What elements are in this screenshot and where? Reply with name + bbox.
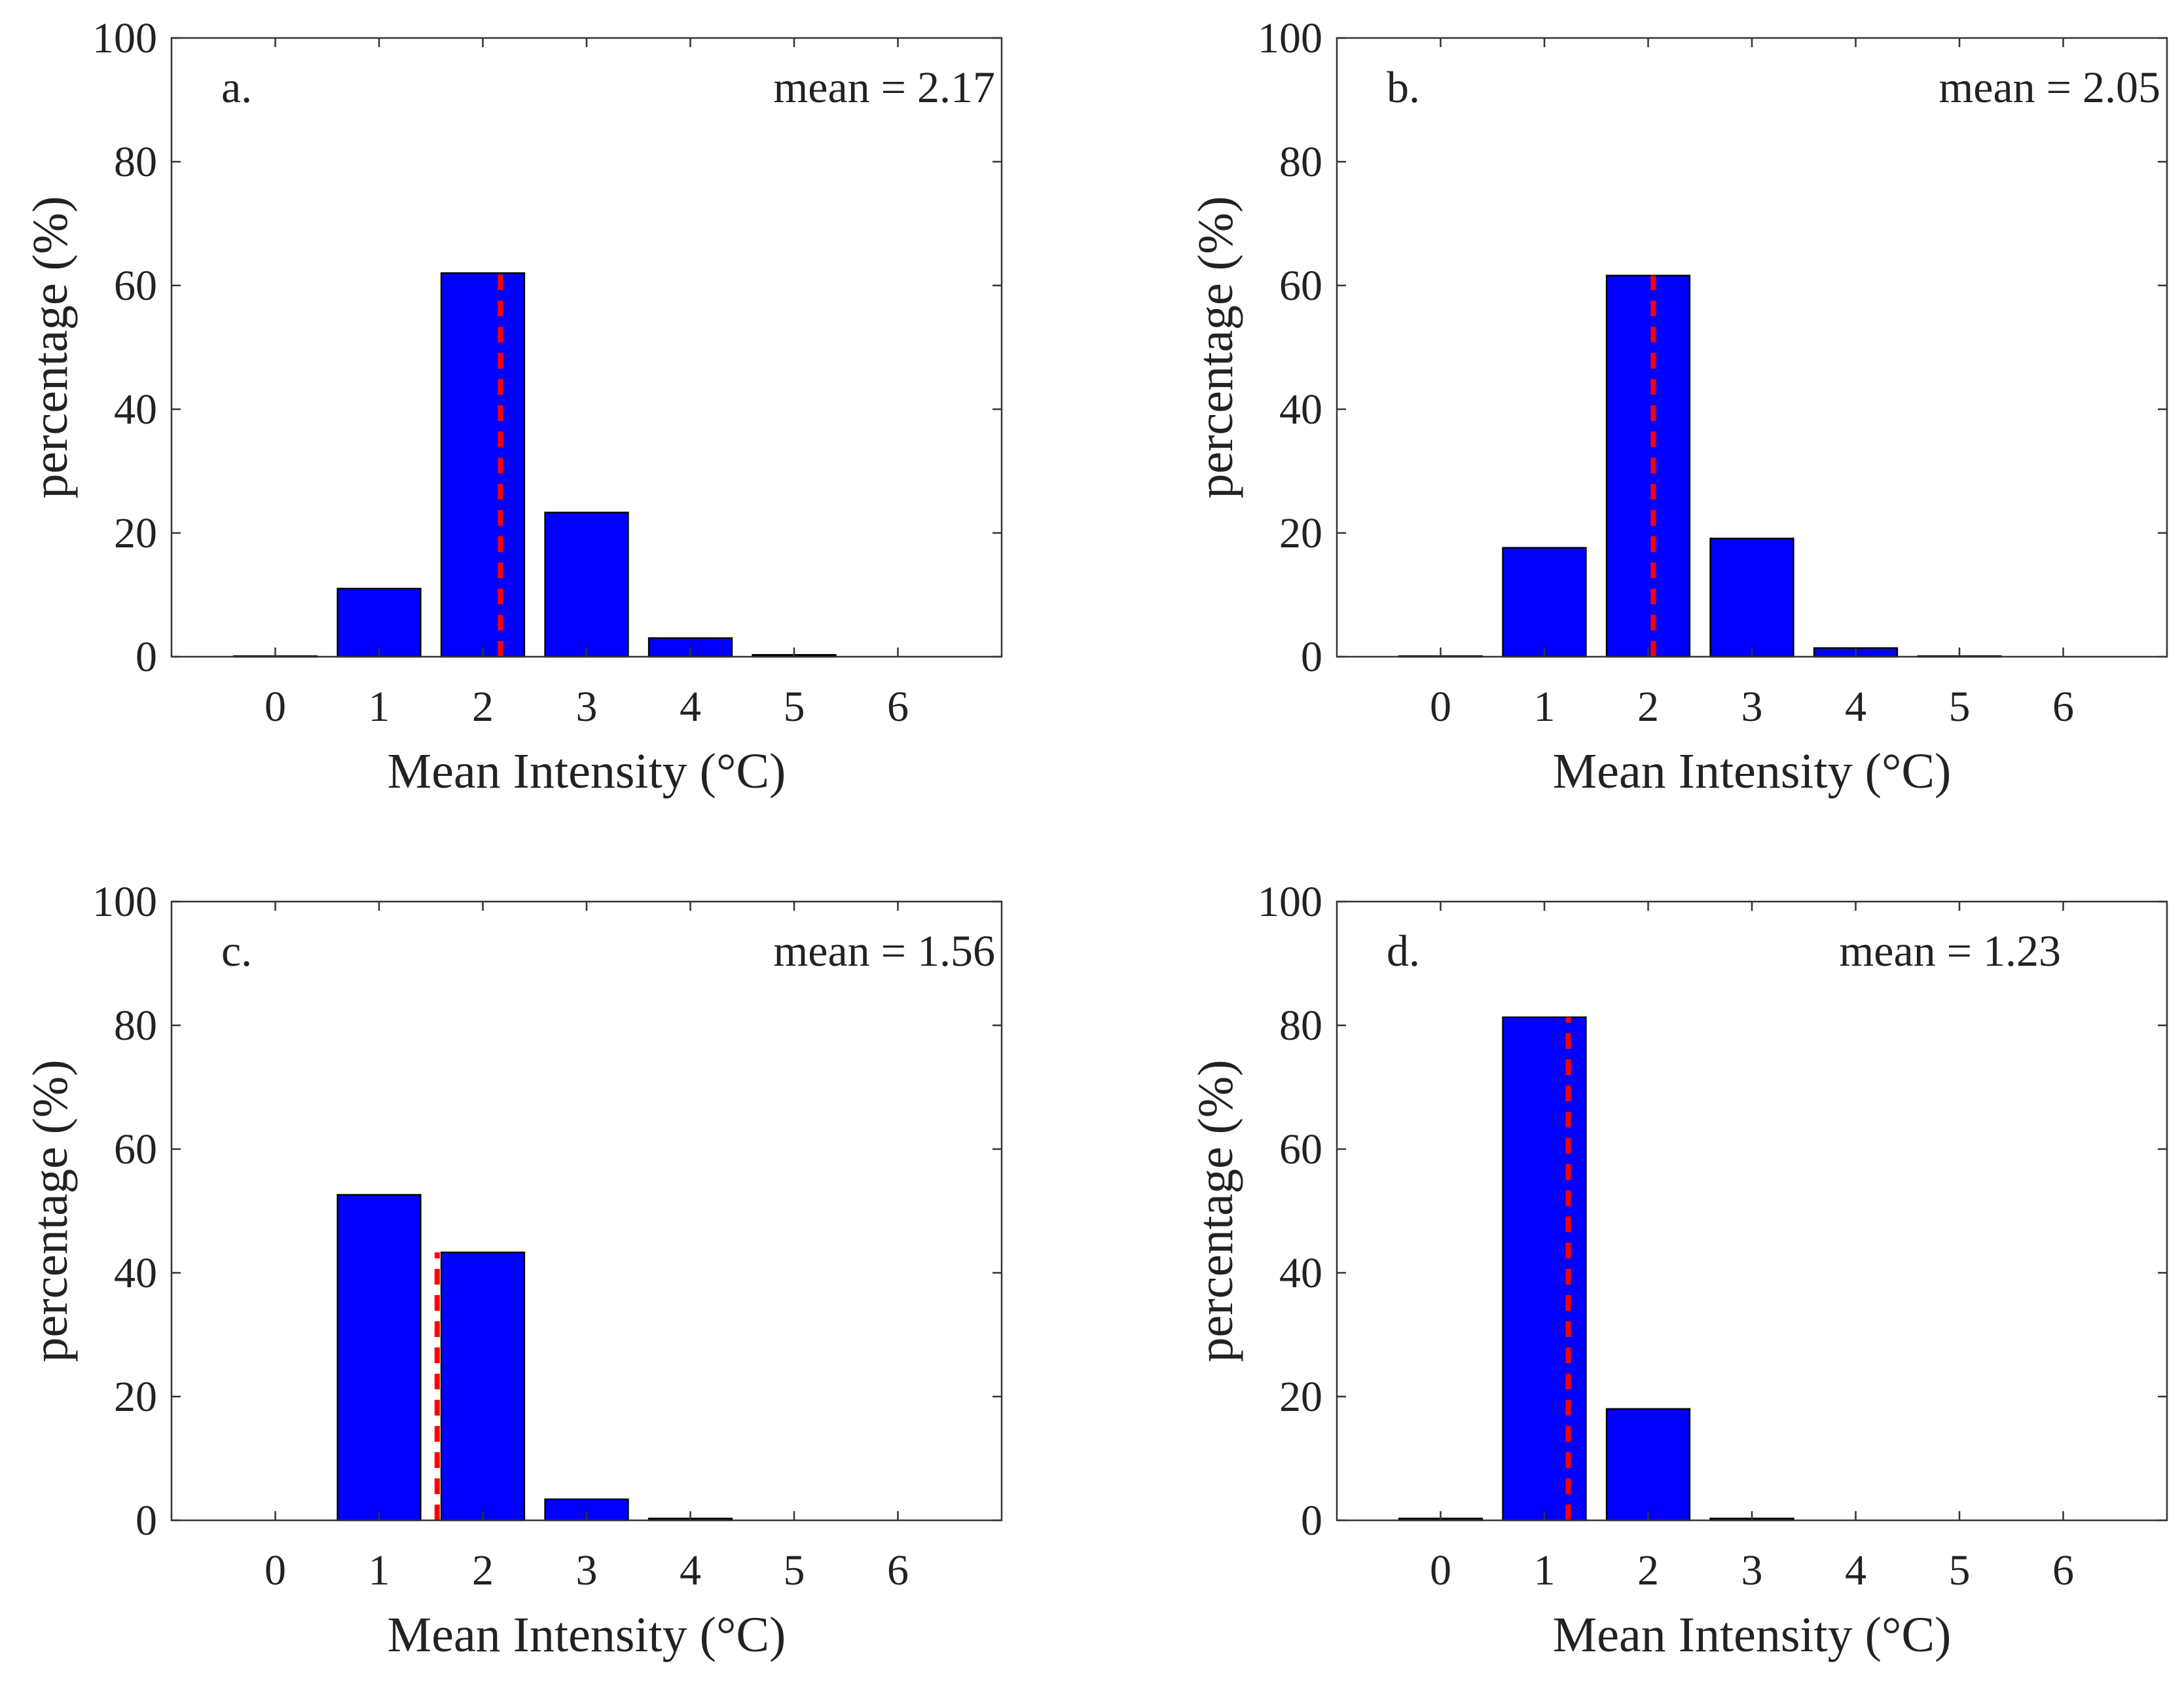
x-tick-label: 5	[784, 683, 805, 731]
bar-3	[1709, 538, 1794, 658]
y-axis-label: percentage (%)	[1188, 1059, 1243, 1362]
bar-1	[337, 587, 422, 658]
x-tick-label: 5	[1949, 1547, 1971, 1594]
y-tick-label: 100	[1258, 14, 1322, 62]
y-tick-label: 80	[114, 138, 157, 186]
x-tick-label: 6	[2052, 683, 2074, 731]
y-tick-label: 0	[1301, 1497, 1322, 1545]
x-tick-label: 4	[1845, 1547, 1866, 1594]
panel-d: 0 20 40 60 80 100 0 1 2 3 4 5 6 Mean Intensity (°C) pe…	[1188, 878, 2168, 1662]
x-tick-label: 0	[264, 1547, 286, 1594]
mean-annotation: mean = 1.56	[773, 926, 995, 976]
x-tick-label: 6	[2052, 1547, 2074, 1594]
y-tick-label: 40	[1279, 1249, 1322, 1297]
panel-letter: a.	[221, 62, 252, 112]
y-tick-label: 0	[136, 633, 157, 681]
y-tick-label: 60	[114, 1126, 157, 1173]
y-tick-label: 20	[114, 509, 157, 557]
x-axis-label: Mean Intensity (°C)	[388, 1607, 786, 1662]
y-tick-label: 60	[114, 262, 157, 310]
mean-annotation: mean = 2.17	[773, 62, 995, 112]
y-tick-label: 0	[136, 1497, 157, 1545]
bar-2	[440, 272, 526, 658]
x-tick-label: 6	[887, 1547, 909, 1594]
bar-2	[1605, 274, 1691, 658]
x-tick-label: 5	[784, 1547, 805, 1594]
panel-b: 0 20 40 60 80 100 0 1 2 3 4 5 6 Mean Intensity (°C) pe…	[1188, 14, 2168, 799]
y-tick-label: 80	[1279, 138, 1322, 186]
x-tick-label: 0	[264, 683, 286, 731]
x-tick-label: 1	[369, 1547, 390, 1594]
x-axis-label: Mean Intensity (°C)	[1553, 1607, 1952, 1662]
mean-annotation: mean = 1.23	[1839, 926, 2061, 976]
y-tick-label: 40	[114, 1249, 157, 1297]
mean-annotation: mean = 2.05	[1938, 62, 2160, 112]
y-tick-label: 80	[1279, 1002, 1322, 1050]
panel-letter: d.	[1387, 926, 1420, 976]
y-tick-label: 60	[1279, 262, 1322, 310]
panel-a: 0 20 40 60 80 100 0 1 2 3 4 5 6 Mean Intensity (°C) pe…	[23, 14, 1003, 799]
x-tick-label: 3	[576, 683, 598, 731]
bar-1	[1502, 1016, 1587, 1522]
bar-2	[1605, 1408, 1691, 1522]
x-tick-label: 2	[472, 1547, 494, 1594]
x-tick-label: 3	[576, 1547, 598, 1594]
y-axis-label: percentage (%)	[23, 1059, 78, 1362]
bar-1	[337, 1194, 422, 1522]
x-tick-label: 1	[369, 683, 390, 731]
x-tick-label: 3	[1741, 683, 1763, 731]
x-axis-label: Mean Intensity (°C)	[1553, 744, 1952, 799]
x-tick-label: 4	[680, 1547, 701, 1594]
y-tick-label: 80	[114, 1002, 157, 1050]
y-tick-label: 40	[1279, 386, 1322, 433]
y-tick-label: 100	[92, 14, 157, 62]
panel-c: 0 20 40 60 80 100 0 1 2 3 4 5 6 Mean Intensity (°C) pe…	[23, 878, 1003, 1662]
x-tick-label: 3	[1741, 1547, 1763, 1594]
panel-letter: b.	[1387, 62, 1420, 112]
y-tick-label: 20	[1279, 509, 1322, 557]
x-tick-label: 2	[472, 683, 494, 731]
x-tick-label: 2	[1637, 683, 1659, 731]
x-tick-label: 4	[1845, 683, 1866, 731]
bar-1	[1502, 547, 1587, 658]
y-tick-label: 0	[1301, 633, 1322, 681]
bar-2	[440, 1251, 526, 1522]
x-tick-label: 1	[1534, 683, 1556, 731]
x-tick-label: 0	[1430, 683, 1451, 731]
x-tick-label: 2	[1637, 1547, 1659, 1594]
x-tick-label: 6	[887, 683, 909, 731]
panel-letter: c.	[221, 926, 252, 976]
x-tick-label: 5	[1949, 683, 1971, 731]
y-axis-label: percentage (%)	[1188, 196, 1243, 498]
axes-box	[170, 900, 1003, 1522]
y-tick-label: 20	[114, 1373, 157, 1421]
y-tick-label: 100	[1258, 878, 1322, 926]
x-tick-label: 4	[680, 683, 701, 731]
x-tick-label: 1	[1534, 1547, 1556, 1594]
x-axis-label: Mean Intensity (°C)	[388, 744, 786, 799]
bar-4	[647, 637, 733, 658]
axes-box	[1336, 900, 2168, 1522]
y-tick-label: 20	[1279, 1373, 1322, 1421]
y-axis-label: percentage (%)	[23, 196, 78, 498]
y-tick-label: 60	[1279, 1126, 1322, 1173]
x-tick-label: 0	[1430, 1547, 1451, 1594]
bar-3	[544, 511, 629, 658]
y-tick-label: 40	[114, 386, 157, 433]
y-tick-label: 100	[92, 878, 157, 926]
